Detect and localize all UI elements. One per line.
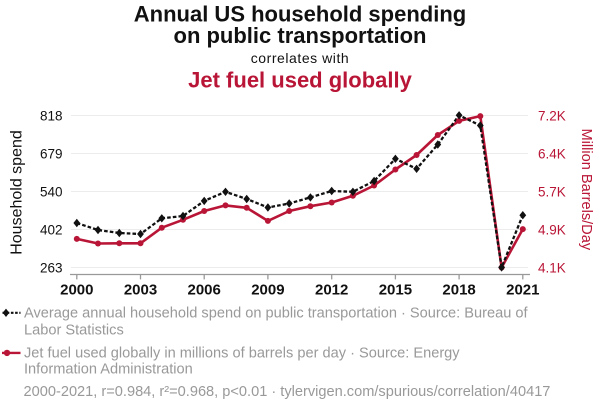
svg-text:2012: 2012 xyxy=(315,282,348,299)
svg-text:4.1K: 4.1K xyxy=(538,261,566,276)
svg-text:2000: 2000 xyxy=(60,282,93,299)
svg-text:6.4K: 6.4K xyxy=(538,147,566,162)
svg-text:7.2K: 7.2K xyxy=(538,109,566,124)
svg-text:on public transportation: on public transportation xyxy=(174,23,427,48)
svg-text:Information Administration: Information Administration xyxy=(24,362,193,378)
svg-text:2000-2021, r=0.984, r²=0.968,: 2000-2021, r=0.984, r²=0.968, p<0.01 · t… xyxy=(24,384,551,400)
svg-text:Jet fuel used globally: Jet fuel used globally xyxy=(188,68,412,93)
svg-text:2021: 2021 xyxy=(506,282,539,299)
svg-text:Annual US household spending: Annual US household spending xyxy=(134,2,466,27)
svg-text:2015: 2015 xyxy=(379,282,412,299)
svg-text:818: 818 xyxy=(40,109,63,124)
svg-text:Labor Statistics: Labor Statistics xyxy=(24,322,124,338)
svg-text:correlates with: correlates with xyxy=(251,50,350,66)
svg-text:2018: 2018 xyxy=(442,282,475,299)
svg-text:Jet fuel used globally in mill: Jet fuel used globally in millions of ba… xyxy=(24,345,460,361)
svg-text:263: 263 xyxy=(40,261,63,276)
svg-text:4.9K: 4.9K xyxy=(538,223,566,238)
svg-text:Million Barrels/Day: Million Barrels/Day xyxy=(578,128,594,250)
svg-text:679: 679 xyxy=(40,147,63,162)
svg-text:2009: 2009 xyxy=(251,282,284,299)
svg-text:Average annual household spend: Average annual household spend on public… xyxy=(24,305,529,321)
svg-text:402: 402 xyxy=(40,223,63,238)
svg-text:540: 540 xyxy=(40,185,63,200)
svg-text:5.7K: 5.7K xyxy=(538,185,566,200)
svg-text:2006: 2006 xyxy=(188,282,221,299)
svg-text:Household spend: Household spend xyxy=(9,130,26,255)
svg-text:2003: 2003 xyxy=(124,282,157,299)
